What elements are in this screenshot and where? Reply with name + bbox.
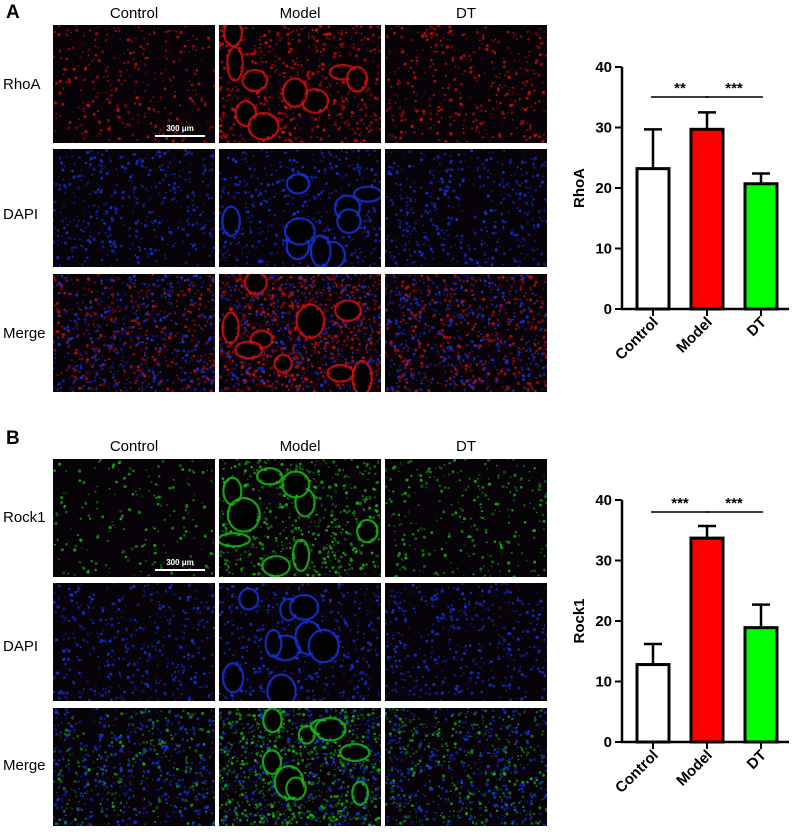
panel-letter-a: A	[6, 2, 20, 23]
column-header-control: Control	[109, 438, 159, 455]
scale-bar-label: 300 μm	[166, 558, 194, 567]
significance-label: ***	[725, 80, 743, 97]
scale-bar	[155, 135, 205, 137]
x-tick-label: DT	[744, 747, 770, 773]
y-tick-label: 30	[595, 120, 612, 137]
micrograph-dapi-model	[219, 149, 381, 267]
micrograph-merge-control	[53, 708, 215, 826]
micrograph-merge-dt	[385, 708, 547, 826]
column-header-control: Control	[109, 5, 159, 22]
micrograph-marker-model	[219, 25, 381, 143]
micrograph-marker-control	[53, 25, 215, 143]
row-label-dapi: DAPI	[3, 638, 39, 655]
y-tick-label: 10	[595, 674, 612, 691]
y-axis-label: Rock1	[571, 598, 588, 643]
scale-bar	[155, 569, 205, 571]
row-label-merge: Merge	[3, 325, 46, 342]
row-label-rock1: Rock1	[3, 509, 46, 526]
bar-model	[689, 127, 725, 311]
bar-dt	[743, 182, 779, 311]
y-tick-label: 40	[595, 59, 612, 76]
y-tick-label: 20	[595, 180, 612, 197]
micrograph-dapi-dt	[385, 583, 547, 701]
y-tick-label: 0	[604, 301, 612, 318]
bar-model	[689, 536, 725, 744]
bar-control	[635, 663, 671, 744]
micrograph-marker-dt	[385, 459, 547, 577]
x-tick-label: Control	[612, 747, 662, 797]
significance-label: ***	[725, 495, 743, 512]
micrograph-merge-model	[219, 708, 381, 826]
panel-letter-b: B	[6, 428, 20, 449]
bar-dt	[743, 626, 779, 744]
bar-control	[635, 167, 671, 311]
row-label-merge: Merge	[3, 757, 46, 774]
scale-bar-label: 300 μm	[166, 124, 194, 133]
micrograph-marker-dt	[385, 25, 547, 143]
micrograph-merge-model	[219, 274, 381, 392]
significance-label: ***	[671, 495, 689, 512]
x-tick-label: Model	[673, 747, 716, 790]
micrograph-marker-control	[53, 459, 215, 577]
column-header-model: Model	[279, 5, 321, 22]
micrograph-dapi-control	[53, 583, 215, 701]
micrograph-dapi-dt	[385, 149, 547, 267]
micrograph-dapi-control	[53, 149, 215, 267]
column-header-dt: DT	[456, 5, 476, 22]
row-label-rhoa: RhoA	[3, 76, 41, 93]
x-tick-label: DT	[744, 314, 770, 340]
y-tick-label: 0	[604, 734, 612, 751]
micrograph-merge-control	[53, 274, 215, 392]
y-tick-label: 20	[595, 613, 612, 630]
x-tick-label: Control	[612, 314, 662, 364]
y-tick-label: 30	[595, 553, 612, 570]
significance-label: **	[674, 80, 686, 97]
y-tick-label: 10	[595, 241, 612, 258]
row-label-dapi: DAPI	[3, 206, 39, 223]
y-tick-label: 40	[595, 492, 612, 509]
column-header-dt: DT	[456, 438, 476, 455]
micrograph-marker-model	[219, 459, 381, 577]
y-axis-label: RhoA	[571, 168, 588, 208]
x-tick-label: Model	[673, 314, 716, 357]
column-header-model: Model	[279, 438, 321, 455]
micrograph-merge-dt	[385, 274, 547, 392]
micrograph-dapi-model	[219, 583, 381, 701]
rock1-bar-chart: 0 10 20 30 40 Rock1 Control Model DT *** ***	[571, 492, 789, 797]
